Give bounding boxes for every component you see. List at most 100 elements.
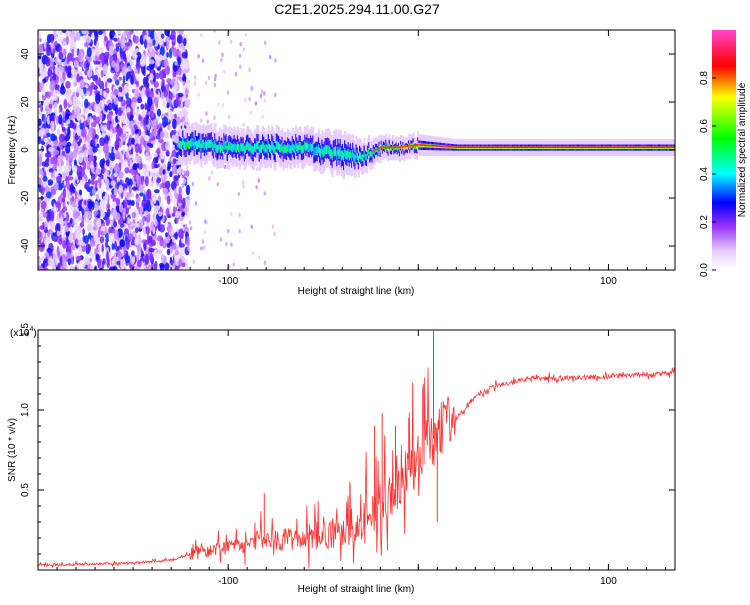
noise-cell xyxy=(128,137,133,146)
noise-cell xyxy=(79,189,83,196)
noise-cell xyxy=(122,45,126,52)
signal-core xyxy=(290,145,293,154)
signal-core xyxy=(281,142,284,151)
noise-cell xyxy=(178,110,184,118)
snr-multiplier-base: (x10 xyxy=(10,328,30,339)
noise-cell xyxy=(96,218,102,228)
signal-peak xyxy=(393,146,396,148)
signal-peak xyxy=(622,146,625,148)
noise-cell xyxy=(90,81,95,90)
signal-peak xyxy=(542,146,545,148)
noise-cell xyxy=(136,113,139,124)
noise-cell xyxy=(178,66,182,76)
noise-cell xyxy=(141,250,144,258)
noise-cell xyxy=(134,222,140,227)
signal-core xyxy=(280,144,283,153)
signal-peak xyxy=(555,146,558,148)
noise-cell xyxy=(67,126,71,137)
noise-cell xyxy=(177,92,184,98)
signal-core xyxy=(417,141,420,146)
noise-cell xyxy=(108,226,113,235)
noise-cell xyxy=(142,225,147,237)
signal-core xyxy=(394,146,397,151)
signal-peak xyxy=(550,146,553,148)
noise-cell xyxy=(39,38,42,43)
noise-cell xyxy=(63,48,67,56)
noise-cell xyxy=(251,250,255,256)
signal-core xyxy=(202,139,205,148)
signal-peak xyxy=(608,146,611,148)
noise-cell xyxy=(149,111,155,119)
signal-peak xyxy=(379,146,382,149)
noise-cell xyxy=(52,48,56,54)
noise-cell xyxy=(46,191,52,199)
noise-cell xyxy=(106,113,112,122)
noise-cell xyxy=(156,108,162,117)
signal-peak xyxy=(420,144,423,146)
noise-cell xyxy=(43,137,49,143)
signal-peak xyxy=(548,146,551,148)
noise-cell xyxy=(135,108,140,114)
signal-peak xyxy=(524,146,527,148)
noise-cell xyxy=(66,88,72,94)
noise-cell xyxy=(144,210,150,216)
noise-cell xyxy=(124,83,130,93)
signal-peak xyxy=(534,146,537,148)
noise-cell xyxy=(228,30,231,34)
noise-cell xyxy=(100,210,106,218)
noise-cell xyxy=(120,180,123,186)
noise-cell xyxy=(73,217,80,224)
noise-cell xyxy=(118,184,124,194)
noise-cell xyxy=(127,199,132,206)
noise-cell xyxy=(113,73,118,82)
noise-cell xyxy=(261,114,264,119)
signal-peak xyxy=(434,145,437,147)
signal-peak xyxy=(381,146,384,148)
signal-peak xyxy=(422,144,425,146)
noise-cell xyxy=(255,166,259,171)
noise-cell xyxy=(38,212,44,223)
noise-cell xyxy=(132,54,138,59)
signal-peak xyxy=(568,146,571,148)
noise-cell xyxy=(242,122,245,128)
noise-cell xyxy=(59,256,63,266)
colorbar: 0.0 0.2 0.4 0.6 0.8 Normalized spectral ampl… xyxy=(699,30,748,277)
signal-peak xyxy=(438,145,441,147)
signal-peak xyxy=(607,146,610,148)
signal-core xyxy=(185,141,188,150)
noise-cell xyxy=(40,200,47,210)
noise-cell xyxy=(130,256,135,265)
noise-cell xyxy=(131,101,137,109)
signal-core xyxy=(297,145,300,154)
noise-cell xyxy=(178,43,185,48)
noise-cell xyxy=(90,65,94,72)
noise-cell xyxy=(57,155,63,163)
noise-cell xyxy=(57,262,61,269)
noise-cell xyxy=(122,207,126,213)
signal-core xyxy=(271,141,274,150)
noise-cell xyxy=(100,99,105,108)
noise-cell xyxy=(144,39,147,49)
signal-peak xyxy=(531,146,534,148)
signal-core xyxy=(295,141,298,150)
signal-peak xyxy=(540,146,543,148)
signal-peak xyxy=(503,146,506,148)
signal-core xyxy=(338,149,341,159)
noise-cell xyxy=(160,253,165,264)
noise-cell xyxy=(124,228,130,235)
noise-cell xyxy=(184,87,189,95)
noise-cell xyxy=(84,256,90,266)
signal-core xyxy=(228,141,231,150)
noise-cell xyxy=(97,245,101,250)
noise-cell xyxy=(127,217,130,224)
noise-cell xyxy=(162,96,166,105)
noise-cell xyxy=(263,260,267,266)
signal-peak xyxy=(597,146,600,148)
signal-core xyxy=(356,152,359,161)
signal-core xyxy=(406,145,409,150)
signal-peak xyxy=(441,145,444,147)
noise-cell xyxy=(187,246,190,252)
noise-cell xyxy=(167,161,172,170)
signal-core xyxy=(370,150,373,157)
noise-cell xyxy=(106,203,111,210)
